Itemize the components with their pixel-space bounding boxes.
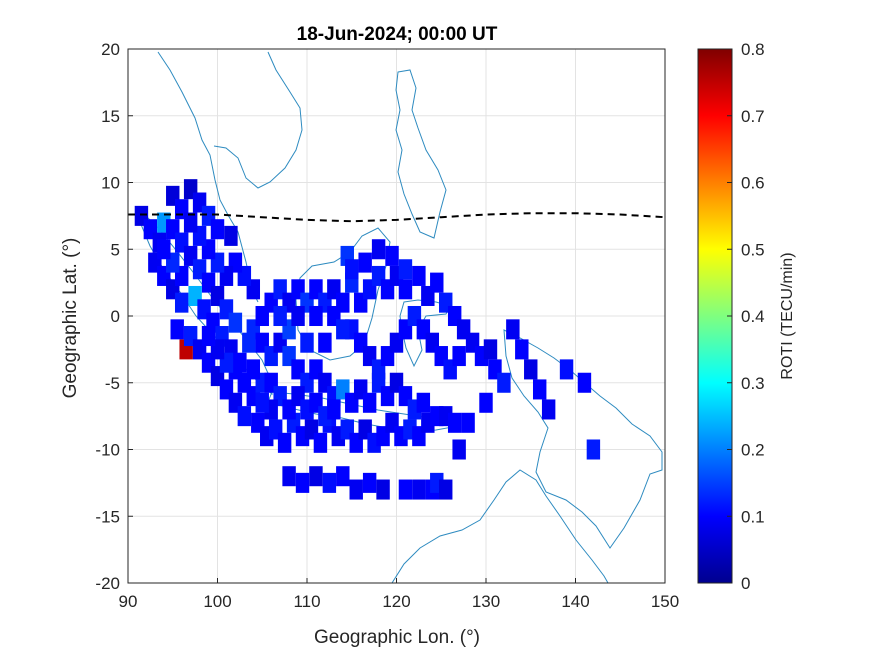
y-tick-label: 15 bbox=[101, 107, 120, 126]
roti-cell bbox=[532, 379, 547, 400]
colorbar-tick-label: 0.2 bbox=[741, 441, 765, 460]
colorbar-label: ROTI (TECU/min) bbox=[779, 252, 796, 379]
y-tick-label: -10 bbox=[95, 441, 120, 460]
x-axis: 90 100 110 120 130 140 150 bbox=[119, 578, 679, 611]
roti-cell bbox=[273, 305, 287, 327]
roti-cell bbox=[358, 252, 372, 273]
roti-cell bbox=[376, 479, 390, 500]
roti-cell bbox=[398, 479, 413, 500]
roti-cell bbox=[291, 305, 305, 327]
colorbar-tick-label: 0.1 bbox=[741, 507, 765, 526]
x-tick-label: 140 bbox=[561, 592, 589, 611]
colorbar-tick-label: 0.5 bbox=[741, 240, 765, 259]
roti-cell bbox=[385, 245, 399, 266]
roti-cell bbox=[461, 412, 475, 433]
roti-cell bbox=[300, 332, 314, 353]
roti-cell bbox=[210, 219, 225, 240]
colorbar-ticks: 0 0.1 0.2 0.3 0.4 0.5 0.6 0.7 0.8 bbox=[727, 40, 765, 593]
roti-cell bbox=[183, 212, 198, 233]
roti-cell bbox=[309, 305, 323, 327]
x-tick-label: 90 bbox=[119, 592, 138, 611]
colorbar-tick-label: 0 bbox=[741, 574, 750, 593]
roti-cell bbox=[336, 319, 350, 340]
roti-cell bbox=[362, 472, 377, 493]
roti-cell bbox=[452, 346, 466, 367]
magnetic-equator-line bbox=[128, 212, 665, 223]
roti-cell bbox=[345, 259, 359, 280]
coastline-australia bbox=[391, 469, 609, 583]
roti-cell bbox=[371, 239, 386, 260]
x-tick-label: 110 bbox=[293, 592, 320, 611]
roti-cell bbox=[277, 432, 292, 453]
roti-cell bbox=[479, 392, 493, 413]
roti-cell bbox=[398, 279, 413, 300]
roti-cell bbox=[398, 259, 413, 280]
roti-cell bbox=[452, 439, 466, 460]
roti-cell bbox=[237, 406, 252, 427]
roti-cell bbox=[318, 332, 332, 353]
roti-cell bbox=[430, 272, 444, 293]
coastline-borneo bbox=[295, 227, 391, 361]
y-tick-label: 0 bbox=[111, 307, 120, 326]
roti-cell bbox=[586, 439, 601, 460]
roti-cell bbox=[170, 319, 184, 340]
roti-cell bbox=[224, 225, 238, 246]
x-tick-label: 120 bbox=[382, 592, 410, 611]
roti-cell bbox=[524, 359, 538, 380]
roti-cell bbox=[313, 432, 328, 453]
roti-cell bbox=[483, 339, 498, 360]
roti-cell bbox=[412, 265, 426, 286]
roti-cell bbox=[327, 399, 341, 420]
roti-cell bbox=[309, 466, 323, 487]
roti-cell bbox=[412, 479, 426, 500]
colorbar-tick-label: 0.4 bbox=[741, 307, 765, 326]
y-tick-label: 20 bbox=[101, 40, 120, 59]
roti-cell bbox=[255, 392, 269, 413]
x-tick-label: 130 bbox=[472, 592, 500, 611]
colorbar-tick-label: 0.6 bbox=[741, 174, 765, 193]
roti-cell bbox=[157, 239, 171, 260]
roti-cell bbox=[541, 399, 556, 420]
roti-cell bbox=[349, 479, 363, 500]
colorbar-tick-label: 0.7 bbox=[741, 107, 765, 126]
x-tick-label: 100 bbox=[203, 592, 231, 611]
colorbar bbox=[697, 48, 733, 584]
roti-cell bbox=[282, 466, 296, 487]
roti-cell bbox=[201, 326, 216, 347]
roti-cells bbox=[134, 179, 601, 500]
coastline-philippines bbox=[395, 69, 447, 239]
colorbar-tick-label: 0.3 bbox=[741, 374, 765, 393]
roti-cell bbox=[559, 359, 574, 380]
roti-cell bbox=[515, 339, 529, 360]
roti-cell bbox=[255, 305, 269, 327]
colorbar-tick-label: 0.8 bbox=[741, 40, 765, 59]
x-axis-label: Geographic Lon. (°) bbox=[314, 627, 480, 648]
roti-cell bbox=[295, 472, 310, 493]
y-tick-label: -15 bbox=[95, 507, 120, 526]
roti-cell bbox=[362, 392, 377, 413]
roti-cell bbox=[577, 372, 592, 393]
roti-cell bbox=[174, 292, 189, 313]
roti-cell bbox=[506, 319, 520, 340]
y-tick-label: 5 bbox=[111, 240, 120, 259]
roti-cell bbox=[322, 472, 337, 493]
coastline-malay-peninsula bbox=[157, 51, 259, 303]
chart-title: 18-Jun-2024; 00:00 UT bbox=[297, 24, 498, 45]
roti-cell bbox=[416, 392, 431, 413]
y-tick-label: -5 bbox=[105, 374, 120, 393]
y-tick-label: 10 bbox=[101, 174, 120, 193]
x-tick-label: 150 bbox=[651, 592, 679, 611]
roti-cell bbox=[228, 312, 243, 333]
y-axis: 20 15 10 5 0 -5 -10 -15 -20 bbox=[95, 40, 133, 593]
roti-cell bbox=[439, 479, 453, 500]
coastline-indochina bbox=[213, 51, 303, 189]
roti-cell bbox=[447, 412, 462, 433]
y-tick-label: -20 bbox=[95, 574, 120, 593]
roti-cell bbox=[336, 466, 350, 487]
y-axis-label: Geographic Lat. (°) bbox=[60, 238, 81, 399]
roti-cell bbox=[497, 372, 511, 393]
